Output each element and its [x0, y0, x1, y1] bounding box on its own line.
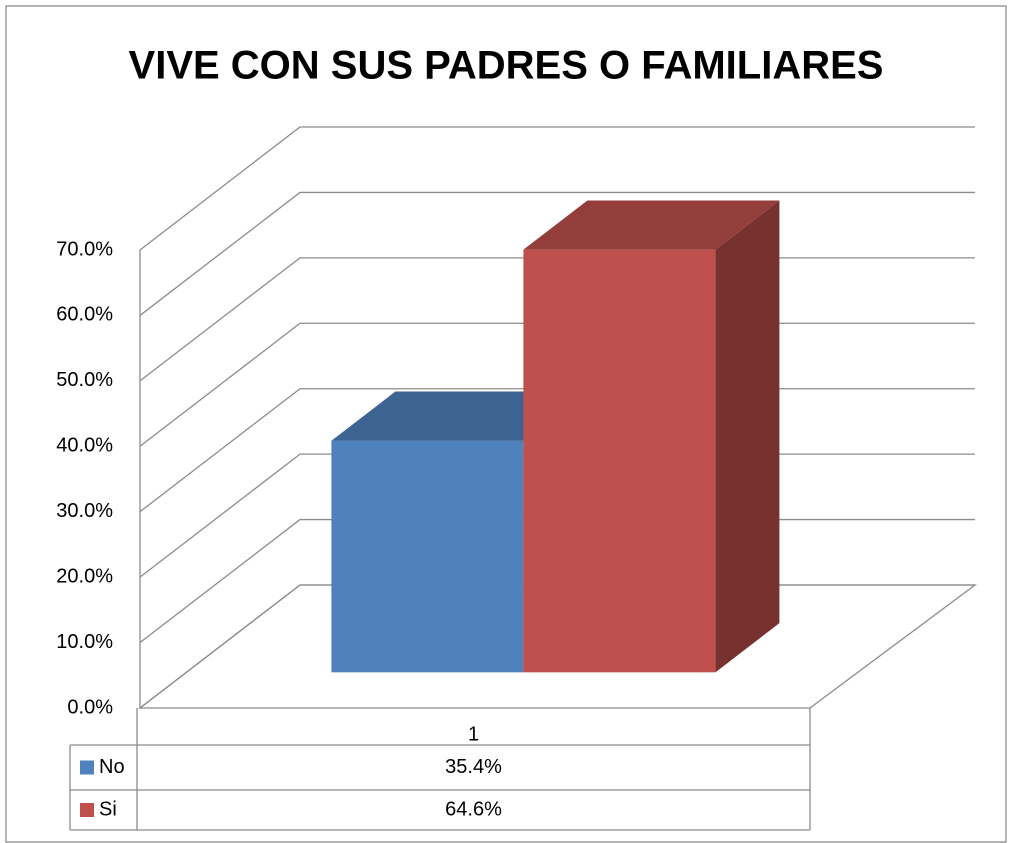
bar-top: [523, 200, 780, 250]
y-tick-label: 40.0%: [56, 435, 113, 457]
bar: [523, 249, 716, 673]
bar-side: [715, 200, 780, 673]
y-tick-label: 10.0%: [56, 631, 113, 653]
data-label: 35.4%: [445, 756, 502, 778]
grid-line: [139, 191, 975, 316]
bar: [331, 440, 524, 673]
y-tick-label: 0.0%: [67, 696, 113, 718]
chart-title: VIVE CON SUS PADRES O FAMILIARES: [129, 44, 884, 88]
y-tick-label: 30.0%: [56, 500, 113, 522]
y-tick-label: 20.0%: [56, 565, 113, 587]
y-tick-label: 60.0%: [56, 304, 113, 326]
y-tick-label: 50.0%: [56, 369, 113, 391]
grid-line: [139, 126, 975, 251]
legend-label: Si: [99, 798, 117, 820]
legend-swatch: [80, 760, 94, 775]
legend-swatch: [80, 803, 94, 817]
data-label: 64.6%: [445, 798, 502, 820]
x-tick-label: 1: [468, 723, 479, 745]
y-tick-label: 70.0%: [56, 238, 113, 260]
legend-label: No: [99, 756, 125, 778]
